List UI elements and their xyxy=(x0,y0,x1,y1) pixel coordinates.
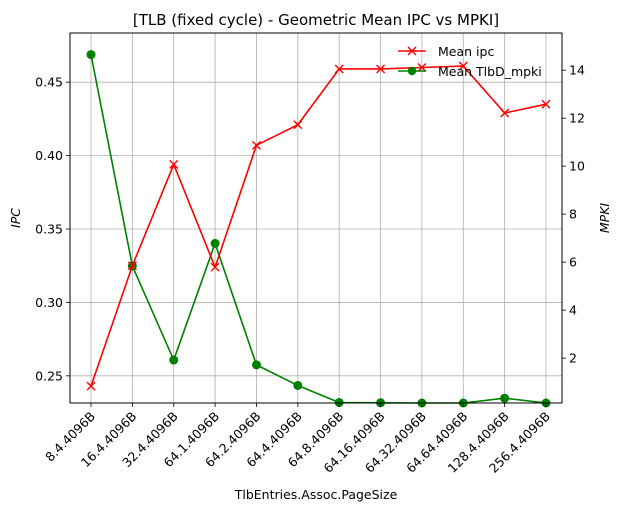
y-tick-label-right: 10 xyxy=(569,159,585,174)
y-tick-label-right: 12 xyxy=(569,111,585,126)
y-tick-label-left: 0.45 xyxy=(35,75,63,90)
y-tick-label-right: 6 xyxy=(569,255,577,270)
data-point-ipc xyxy=(251,140,261,150)
y-tick-label-right: 8 xyxy=(569,207,577,222)
legend-ipc-marker xyxy=(407,46,417,56)
y-tick-label-right: 14 xyxy=(569,63,585,78)
data-point-ipc xyxy=(86,381,96,391)
y-tick-label-right: 2 xyxy=(569,351,577,366)
y-axis-left: 0.25 0.30 0.35 0.40 0.45 xyxy=(35,75,70,383)
data-point-ipc xyxy=(293,120,303,130)
data-point-mpki xyxy=(500,393,510,403)
y-tick-label-left: 0.40 xyxy=(35,148,63,163)
y-axis-right-label: MPKI xyxy=(597,203,612,234)
data-point-ipc xyxy=(376,64,386,74)
data-point-ipc xyxy=(417,63,427,72)
y-axis-right: 2 4 6 8 10 12 14 xyxy=(562,63,585,366)
data-point-mpki xyxy=(293,380,303,390)
plot-frame xyxy=(69,32,563,404)
data-point-ipc xyxy=(541,99,551,109)
data-point-ipc xyxy=(334,64,344,74)
data-point-mpki xyxy=(86,50,96,60)
series-line-ipc xyxy=(90,65,547,387)
grid xyxy=(70,33,562,403)
y-axis-left-label: IPC xyxy=(8,208,23,228)
series-layer xyxy=(86,50,551,408)
chart-title: [TLB (fixed cycle) - Geometric Mean IPC … xyxy=(133,11,499,29)
data-point-ipc xyxy=(500,108,510,118)
data-point-ipc xyxy=(210,262,220,272)
data-point-mpki xyxy=(169,355,179,365)
data-point-mpki xyxy=(251,360,261,370)
x-axis-label: TlbEntries.Assoc.PageSize xyxy=(234,487,398,502)
data-point-mpki xyxy=(210,238,220,248)
data-point-ipc xyxy=(127,261,137,271)
legend-mpki-marker xyxy=(407,66,417,76)
y-tick-label-left: 0.35 xyxy=(35,222,63,237)
data-point-ipc xyxy=(458,61,468,71)
y-tick-label-left: 0.25 xyxy=(35,368,63,383)
data-point-ipc xyxy=(169,159,179,169)
series-line-mpki xyxy=(90,54,547,404)
legend: Mean ipc Mean TlbD_mpki xyxy=(398,44,542,79)
y-tick-label-right: 4 xyxy=(569,303,577,318)
legend-mpki-label: Mean TlbD_mpki xyxy=(438,64,542,79)
y-tick-label-left: 0.30 xyxy=(35,295,63,310)
legend-ipc-label: Mean ipc xyxy=(438,44,494,59)
